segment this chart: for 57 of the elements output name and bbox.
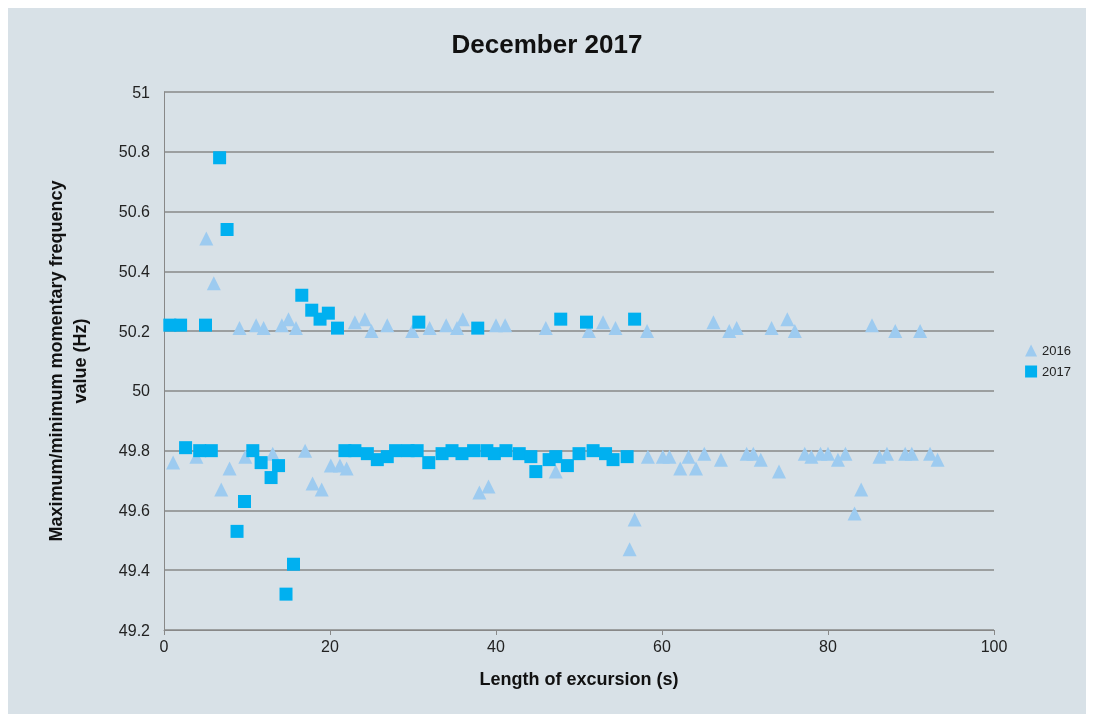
y-tick-label: 50 xyxy=(132,382,151,400)
point xyxy=(467,444,481,458)
point xyxy=(230,524,244,538)
legend-label: 2017 xyxy=(1042,364,1071,379)
point xyxy=(529,465,543,479)
y-tick-label: 49.8 xyxy=(118,442,151,460)
point xyxy=(199,318,212,332)
point xyxy=(213,151,227,165)
point xyxy=(348,444,362,458)
point xyxy=(238,494,252,508)
point xyxy=(254,456,268,470)
x-tick-label: 100 xyxy=(980,637,1008,655)
point xyxy=(295,288,309,302)
point xyxy=(272,459,286,473)
point xyxy=(220,222,234,236)
chart-title: December 2017 xyxy=(451,29,643,59)
x-axis-title: Length of excursion (s) xyxy=(479,669,679,689)
y-tick-label: 50.6 xyxy=(118,203,151,221)
point xyxy=(389,444,403,458)
legend-label: 2016 xyxy=(1042,343,1071,358)
point xyxy=(286,557,300,571)
x-tick-label: 80 xyxy=(819,637,837,655)
y-tick-label: 49.2 xyxy=(118,621,151,639)
x-tick-label: 60 xyxy=(653,637,671,655)
point xyxy=(330,321,344,335)
point xyxy=(321,306,335,320)
point xyxy=(572,447,586,461)
x-tick-label: 20 xyxy=(321,637,339,655)
y-tick-label: 49.6 xyxy=(118,501,151,519)
point xyxy=(524,450,538,464)
point xyxy=(264,471,278,485)
point xyxy=(471,321,485,335)
point xyxy=(560,459,574,473)
y-tick-label: 49.4 xyxy=(118,561,151,579)
point xyxy=(628,312,642,326)
point xyxy=(554,312,568,326)
point xyxy=(279,587,293,601)
point xyxy=(412,315,426,329)
point xyxy=(410,444,424,458)
point xyxy=(549,450,563,464)
point xyxy=(606,453,620,467)
point xyxy=(174,318,188,332)
x-tick-label: 0 xyxy=(159,637,169,655)
y-tick-label: 50.8 xyxy=(118,143,151,161)
point xyxy=(204,444,218,458)
y-tick-label: 50.2 xyxy=(118,322,151,340)
point xyxy=(586,444,600,458)
point xyxy=(179,441,193,455)
point xyxy=(499,444,513,458)
y-tick-label: 51 xyxy=(132,83,151,101)
y-tick-label: 50.4 xyxy=(118,262,151,280)
point xyxy=(620,450,634,464)
point xyxy=(455,447,469,461)
point xyxy=(422,456,436,470)
y-axis-title: Maximum/minimum momentary frequency value (Hz) xyxy=(46,180,90,542)
x-tick-label: 40 xyxy=(487,637,505,655)
point xyxy=(305,303,319,317)
